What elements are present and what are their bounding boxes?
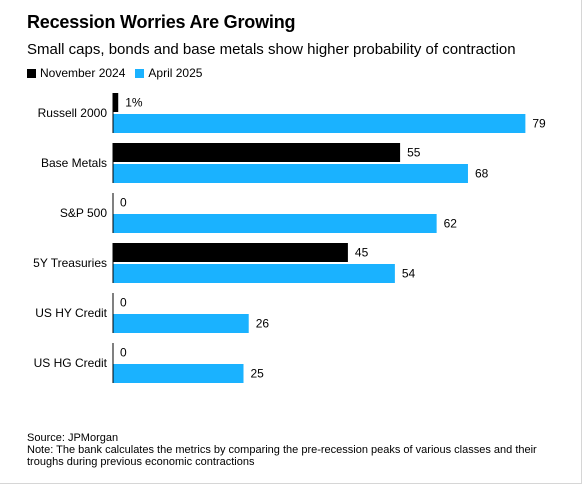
bar-november-2024-base-metals	[113, 143, 401, 162]
legend-swatch-november-2024	[27, 68, 36, 78]
value-label-november-2024-5y-treasuries: 45	[355, 246, 369, 260]
category-label-us-hy-credit: US HY Credit	[35, 306, 107, 320]
category-label-russell-2000: Russell 2000	[38, 106, 108, 120]
bar-april-2025-us-hy-credit	[113, 314, 249, 333]
bar-april-2025-us-hg-credit	[113, 364, 244, 383]
value-label-november-2024-sandp-500: 0	[120, 196, 127, 210]
chart-subtitle: Small caps, bonds and base metals show h…	[27, 41, 516, 58]
bar-april-2025-russell-2000	[113, 114, 526, 133]
legend-label-april-2025: April 2025	[148, 66, 203, 80]
bar-april-2025-5y-treasuries	[113, 264, 395, 283]
value-label-november-2024-us-hy-credit: 0	[120, 296, 127, 310]
category-label-sandp-500: S&P 500	[60, 206, 107, 220]
legend-item-april-2025: April 2025	[135, 66, 202, 80]
value-label-april-2025-us-hy-credit: 26	[256, 317, 270, 331]
footer: Source: JPMorgan Note: The bank calculat…	[27, 432, 567, 468]
chart-title: Recession Worries Are Growing	[27, 12, 296, 32]
category-label-5y-treasuries: 5Y Treasuries	[33, 256, 107, 270]
legend: November 2024 April 2025	[27, 66, 212, 80]
bar-chart: Russell 2000 1% 79 Base Metals 55 68 S&P 500 0 6…	[33, 93, 546, 383]
value-label-november-2024-us-hg-credit: 0	[120, 346, 127, 360]
bar-november-2024-5y-treasuries	[113, 243, 348, 262]
chart-frame	[0, 0, 582, 484]
bar-april-2025-sandp-500	[113, 214, 437, 233]
value-label-april-2025-sandp-500: 62	[444, 217, 458, 231]
value-label-november-2024-base-metals: 55	[407, 146, 421, 160]
bar-april-2025-base-metals	[113, 164, 468, 183]
value-label-november-2024-russell-2000: 1%	[125, 96, 143, 110]
legend-item-november-2024: November 2024	[27, 66, 125, 80]
value-label-april-2025-russell-2000: 79	[532, 117, 546, 131]
legend-label-november-2024: November 2024	[40, 66, 126, 80]
value-label-april-2025-5y-treasuries: 54	[402, 267, 416, 281]
category-label-base-metals: Base Metals	[41, 156, 107, 170]
category-label-us-hg-credit: US HG Credit	[34, 356, 108, 370]
value-label-april-2025-base-metals: 68	[475, 167, 489, 181]
value-label-april-2025-us-hg-credit: 25	[251, 367, 265, 381]
note-text: Note: The bank calculates the metrics by…	[27, 444, 537, 468]
bar-november-2024-russell-2000	[113, 93, 119, 112]
source-text: Source: JPMorgan	[27, 432, 119, 444]
legend-swatch-april-2025	[135, 68, 145, 78]
